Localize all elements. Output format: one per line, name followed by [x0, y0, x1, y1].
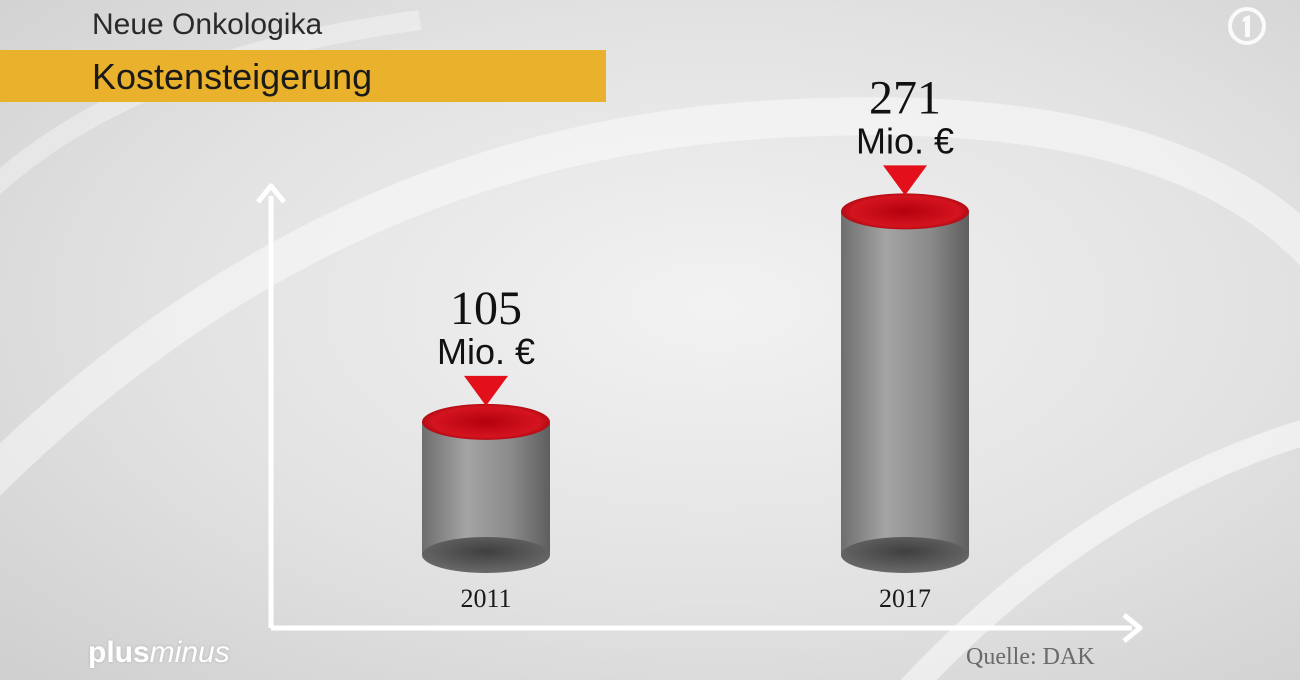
ard-one-icon [1228, 7, 1266, 45]
bar-body [422, 421, 550, 555]
plusminus-logo: plusminus [88, 636, 230, 670]
chart-title: Kostensteigerung [92, 56, 373, 97]
value-pointer [883, 165, 927, 196]
chart-supertitle: Neue Onkologika [92, 8, 323, 41]
y-axis [256, 183, 286, 628]
value-pointer [464, 375, 508, 406]
logo-plus: plus [88, 636, 150, 669]
data-label-unit: Mio. € [437, 331, 535, 372]
data-label-unit: Mio. € [856, 120, 954, 161]
x-tick-label: 2011 [460, 584, 511, 613]
source-note: Quelle: DAK [966, 644, 1095, 670]
title-band [0, 50, 606, 102]
bar-body [841, 211, 969, 555]
data-label-value: 105 [450, 282, 522, 335]
x-tick-label: 2017 [879, 584, 931, 613]
bar-top [841, 193, 969, 230]
data-label-value: 271 [869, 71, 941, 124]
logo-minus: minus [149, 636, 230, 669]
bar-bottom [422, 537, 550, 573]
bar-top [422, 403, 550, 440]
bar-bottom [841, 537, 969, 573]
x-axis [271, 613, 1143, 643]
